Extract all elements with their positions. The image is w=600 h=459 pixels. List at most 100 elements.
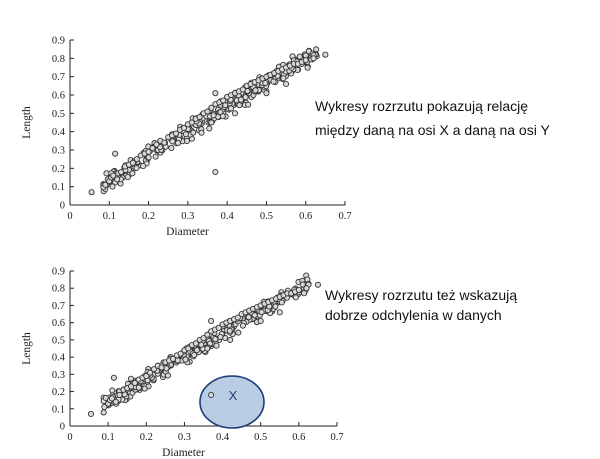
data-point bbox=[310, 55, 317, 62]
data-point bbox=[283, 80, 290, 88]
data-point bbox=[183, 137, 191, 144]
y-tick-label: 0.1 bbox=[52, 404, 65, 415]
y-tick-label: 0 bbox=[60, 201, 65, 212]
data-point bbox=[242, 94, 249, 101]
data-point bbox=[204, 108, 211, 115]
data-point bbox=[258, 309, 265, 316]
data-point bbox=[270, 78, 277, 85]
y-tick-label: 0.4 bbox=[52, 127, 66, 138]
data-point bbox=[215, 324, 222, 331]
data-point bbox=[276, 309, 283, 316]
data-point bbox=[150, 366, 157, 373]
data-point bbox=[292, 294, 299, 301]
data-point bbox=[204, 345, 211, 352]
x-tick-label: 0.4 bbox=[216, 432, 230, 443]
y-tick-label: 0.8 bbox=[52, 284, 65, 295]
data-point bbox=[169, 355, 177, 362]
data-point bbox=[161, 139, 168, 146]
x-tick-label: 0.2 bbox=[140, 432, 153, 443]
x-tick-label: 0 bbox=[67, 211, 72, 222]
data-point bbox=[173, 130, 180, 137]
outlier-label: X bbox=[229, 388, 238, 403]
annotation-line: Wykresy rozrzutu też wskazują bbox=[325, 287, 517, 303]
y-tick-label: 0.3 bbox=[52, 370, 65, 381]
data-point bbox=[129, 159, 136, 166]
y-tick-label: 0.2 bbox=[52, 387, 65, 398]
data-point bbox=[304, 64, 311, 71]
y-tick-label: 0.2 bbox=[52, 164, 65, 175]
data-point bbox=[133, 164, 140, 172]
annotation-line: między daną na osi X a daną na osi Y bbox=[315, 122, 550, 138]
data-point bbox=[131, 379, 138, 386]
data-point bbox=[208, 391, 215, 399]
data-point bbox=[127, 383, 135, 390]
data-point bbox=[206, 125, 213, 132]
y-tick-label: 0.7 bbox=[52, 72, 65, 83]
data-point bbox=[109, 183, 116, 190]
data-point bbox=[208, 104, 215, 111]
data-point bbox=[280, 75, 287, 82]
data-point bbox=[210, 112, 217, 119]
data-point bbox=[141, 385, 148, 392]
data-point bbox=[152, 153, 159, 160]
data-point bbox=[219, 113, 226, 120]
data-point bbox=[272, 303, 279, 310]
data-point bbox=[135, 384, 142, 391]
data-point bbox=[301, 290, 308, 297]
y-tick-label: 0 bbox=[60, 422, 65, 433]
y-tick-label: 0.4 bbox=[52, 353, 66, 364]
data-point bbox=[231, 110, 239, 117]
data-point bbox=[322, 51, 329, 58]
data-point bbox=[140, 163, 147, 170]
y-tick-label: 0.3 bbox=[52, 146, 65, 157]
data-point bbox=[88, 189, 95, 196]
data-point bbox=[133, 156, 140, 163]
y-tick-label: 0.5 bbox=[52, 335, 65, 346]
data-point bbox=[102, 181, 109, 188]
data-point bbox=[182, 131, 189, 138]
data-point bbox=[180, 124, 187, 132]
data-point bbox=[234, 314, 241, 321]
data-point bbox=[112, 398, 119, 405]
scatter-chart-bottom: 0 0.1 0.2 0.3 0.4 0.5 0.6 0.7 0 0.1 0.2 0.3 0.4 0.5 0.… bbox=[21, 267, 517, 459]
data-point bbox=[251, 312, 258, 319]
x-tick-label: 0.2 bbox=[142, 211, 155, 222]
data-point bbox=[177, 350, 184, 357]
data-point bbox=[257, 317, 264, 324]
data-point bbox=[101, 404, 108, 411]
x-tick-label: 0.3 bbox=[178, 432, 191, 443]
data-point bbox=[212, 168, 219, 176]
x-tick-label: 0.7 bbox=[330, 432, 343, 443]
x-tick-label: 0.6 bbox=[299, 211, 312, 222]
data-point bbox=[110, 374, 117, 381]
data-point bbox=[149, 145, 156, 152]
data-point bbox=[147, 369, 154, 376]
data-point bbox=[263, 90, 270, 97]
y-tick-label: 0.6 bbox=[52, 318, 65, 329]
data-point bbox=[296, 53, 303, 60]
data-point bbox=[110, 172, 117, 179]
data-point bbox=[145, 148, 152, 155]
data-point bbox=[299, 281, 306, 288]
data-point bbox=[182, 356, 189, 363]
data-point bbox=[227, 336, 234, 343]
data-point bbox=[169, 138, 176, 145]
data-point bbox=[118, 168, 125, 176]
data-point bbox=[236, 102, 243, 109]
data-point bbox=[124, 174, 131, 181]
data-point bbox=[196, 113, 203, 121]
data-point bbox=[163, 365, 170, 372]
data-point bbox=[174, 139, 182, 147]
scatter-chart-top: 0 0.1 0.2 0.3 0.4 0.5 0.6 0.7 0 0.1 0.2 0.3 0.4 0.5 0.… bbox=[21, 36, 550, 239]
data-point bbox=[87, 410, 95, 417]
y-tick-label: 0.7 bbox=[52, 301, 65, 312]
data-point bbox=[239, 86, 246, 93]
data-point bbox=[153, 141, 160, 148]
data-point bbox=[239, 322, 246, 329]
data-point bbox=[314, 281, 321, 288]
data-point bbox=[262, 79, 269, 87]
data-point bbox=[204, 331, 211, 338]
data-point bbox=[188, 119, 195, 126]
x-tick-label: 0.5 bbox=[260, 211, 273, 222]
